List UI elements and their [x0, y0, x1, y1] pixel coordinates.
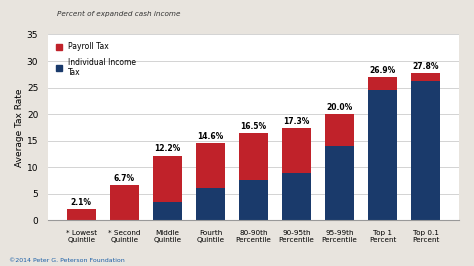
- Text: 17.3%: 17.3%: [283, 117, 310, 126]
- Bar: [196, 143, 225, 188]
- Bar: [239, 180, 268, 220]
- Bar: [411, 81, 440, 220]
- Bar: [153, 202, 182, 220]
- Bar: [282, 173, 311, 220]
- Bar: [153, 156, 182, 202]
- Text: 16.5%: 16.5%: [240, 122, 266, 131]
- Bar: [411, 73, 440, 81]
- Text: 2.1%: 2.1%: [71, 198, 92, 207]
- Bar: [67, 209, 96, 220]
- Text: 26.9%: 26.9%: [370, 66, 396, 75]
- Legend: Payroll Tax, Individual Income
Tax: Payroll Tax, Individual Income Tax: [54, 40, 139, 79]
- Bar: [368, 77, 397, 90]
- Text: 12.2%: 12.2%: [154, 144, 181, 153]
- Bar: [282, 128, 311, 173]
- Text: 14.6%: 14.6%: [197, 132, 224, 141]
- Bar: [368, 90, 397, 220]
- Bar: [325, 146, 354, 220]
- Bar: [239, 133, 268, 180]
- Bar: [325, 114, 354, 146]
- Text: 27.8%: 27.8%: [412, 61, 439, 70]
- Bar: [109, 185, 139, 220]
- Text: Percent of expanded cash income: Percent of expanded cash income: [57, 11, 181, 17]
- Text: 6.7%: 6.7%: [114, 174, 135, 182]
- Text: ©2014 Peter G. Peterson Foundation: ©2014 Peter G. Peterson Foundation: [9, 258, 125, 263]
- Text: 20.0%: 20.0%: [327, 103, 353, 112]
- Y-axis label: Average Tax Rate: Average Tax Rate: [15, 88, 24, 167]
- Bar: [196, 188, 225, 220]
